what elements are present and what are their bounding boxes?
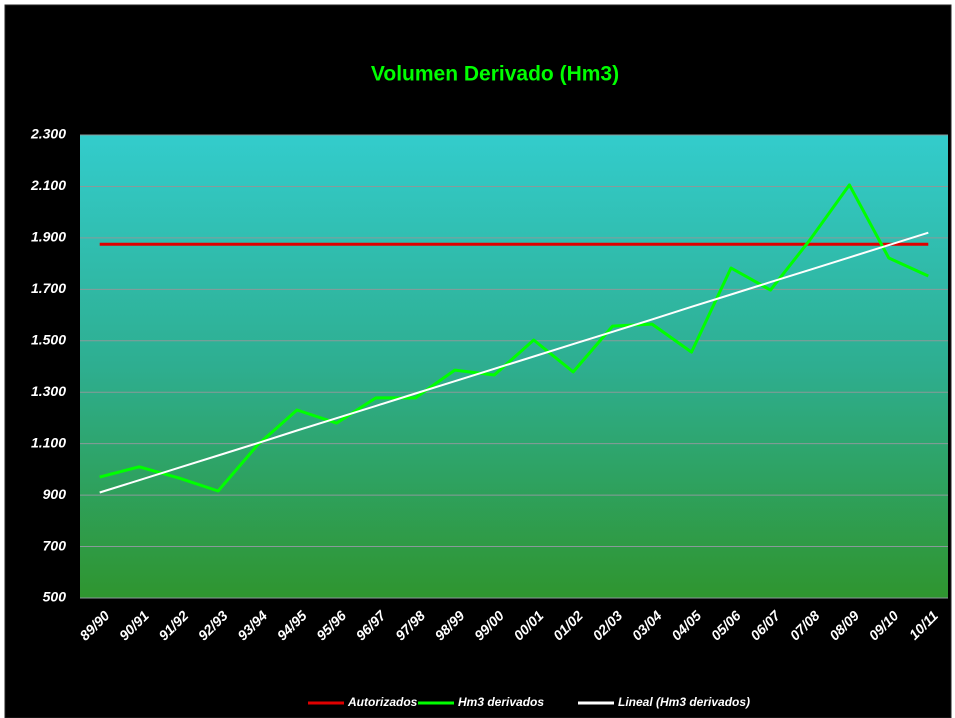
series-line — [99, 183, 929, 493]
y-tick-label: 1.300 — [31, 383, 66, 399]
y-tick-label: 2.100 — [30, 177, 66, 193]
y-tick-label: 1.500 — [31, 331, 66, 347]
y-tick-label: 1.100 — [31, 434, 66, 450]
legend-label: Hm3 derivados — [458, 695, 544, 709]
legend-label: Lineal (Hm3 derivados) — [618, 695, 750, 709]
y-tick-label: 2.300 — [30, 126, 66, 142]
y-tick-label: 1.900 — [31, 229, 66, 245]
series-line — [99, 231, 929, 494]
y-tick-label: 1.700 — [31, 280, 66, 296]
y-tick-label: 900 — [43, 486, 67, 502]
y-tick-label: 700 — [43, 537, 67, 553]
legend-label: Autorizados — [347, 695, 418, 709]
chart-title: Volumen Derivado (Hm3) — [371, 63, 619, 86]
y-tick-label: 500 — [43, 589, 67, 605]
plot-area — [80, 135, 948, 598]
